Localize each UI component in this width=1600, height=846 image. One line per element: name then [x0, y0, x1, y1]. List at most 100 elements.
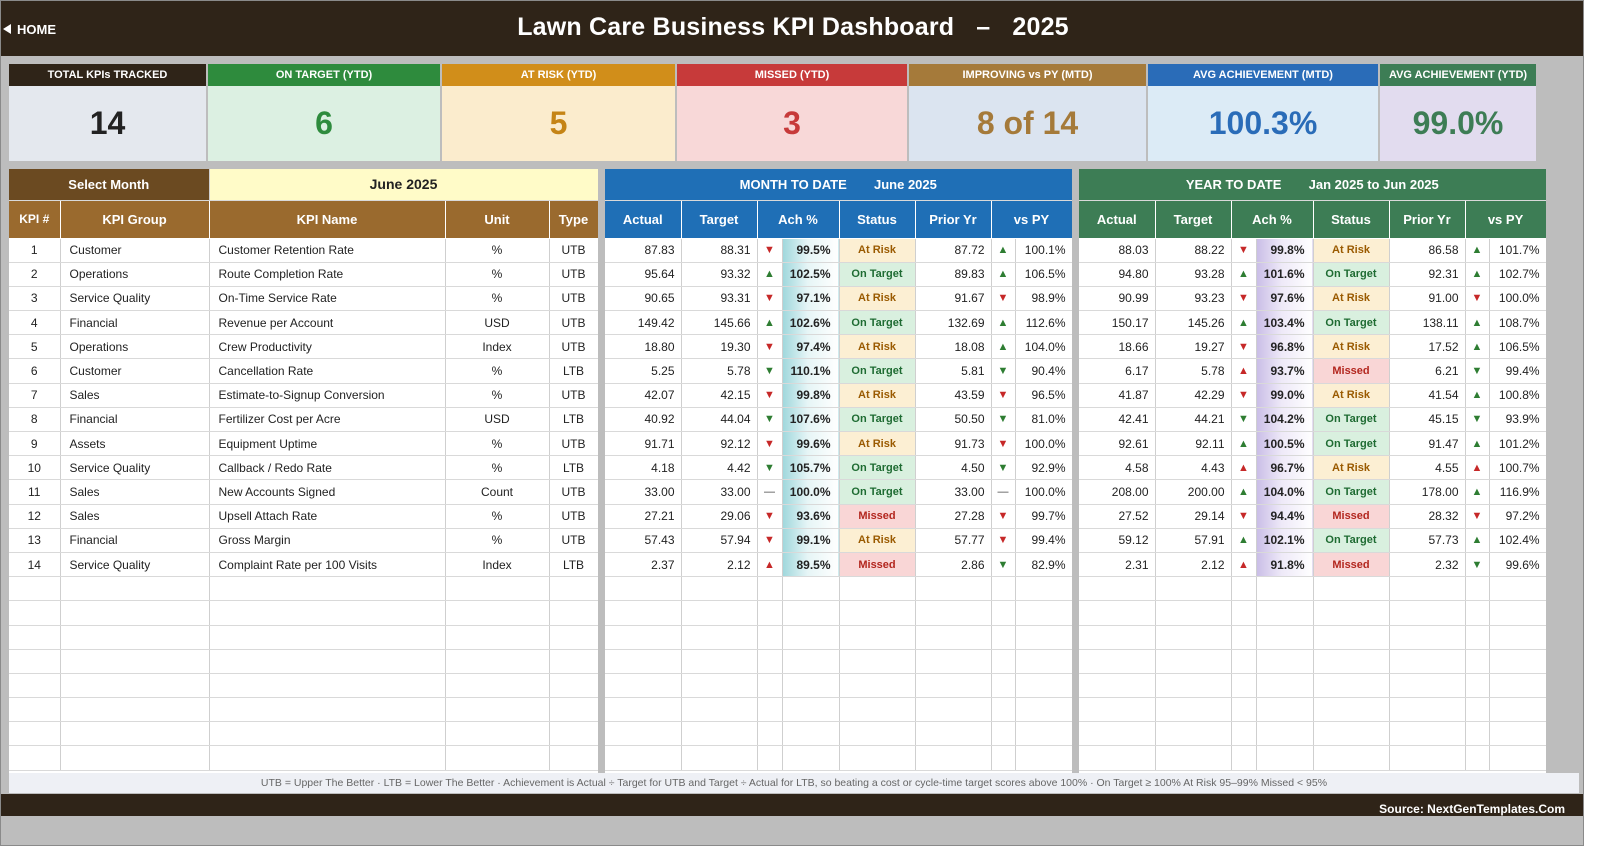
empty-cell [1256, 625, 1314, 650]
achievement-percent: 103.4% [1256, 310, 1314, 336]
trend-arrow-icon: ▼ [757, 455, 783, 481]
empty-cell [991, 649, 1016, 674]
vs-prior-year: 82.9% [1015, 552, 1072, 578]
month-selector[interactable]: June 2025 [209, 169, 598, 201]
empty-cell [782, 600, 840, 626]
vs-prior-year: 102.7% [1489, 262, 1546, 287]
empty-cell [991, 576, 1016, 602]
kpi-number: 8 [9, 407, 61, 433]
empty-row [605, 721, 1072, 747]
empty-row [9, 625, 598, 650]
target-value: 29.06 [681, 504, 758, 529]
empty-cell [757, 697, 783, 723]
prior-year-value: 33.00 [915, 479, 992, 505]
target-value: 88.22 [1155, 238, 1232, 263]
empty-cell [1389, 600, 1466, 626]
trend-arrow-icon: ▼ [991, 528, 1016, 553]
actual-value: 42.41 [1079, 407, 1156, 433]
empty-cell [1155, 673, 1232, 699]
column-header: Ach % [757, 200, 840, 239]
trend-arrow-icon: ▼ [1231, 407, 1257, 433]
kpi-group: Sales [60, 479, 210, 505]
empty-cell [549, 600, 598, 626]
trend-arrow-icon: ▲ [1231, 431, 1257, 457]
trend-arrow-icon: ▼ [991, 504, 1016, 529]
kpi-type: UTB [549, 383, 598, 408]
vs-prior-year: 106.5% [1015, 262, 1072, 287]
empty-cell [445, 697, 550, 723]
empty-cell [1256, 576, 1314, 602]
empty-cell [60, 697, 210, 723]
achievement-percent: 99.8% [782, 383, 840, 408]
kpi-group: Customer [60, 238, 210, 263]
column-header: Prior Yr [915, 200, 992, 239]
vs-prior-year: 100.0% [1015, 431, 1072, 457]
prior-year-value: 6.21 [1389, 358, 1466, 384]
empty-cell [209, 697, 446, 723]
empty-cell [549, 673, 598, 699]
kpi-group: Financial [60, 310, 210, 336]
empty-cell [209, 625, 446, 650]
empty-cell [681, 600, 758, 626]
empty-cell [445, 649, 550, 674]
actual-value: 6.17 [1079, 358, 1156, 384]
empty-cell [681, 697, 758, 723]
empty-cell [549, 625, 598, 650]
prior-year-value: 50.50 [915, 407, 992, 433]
achievement-percent: 91.8% [1256, 552, 1314, 578]
target-value: 93.31 [681, 286, 758, 312]
kpi-row: 3 Service Quality On-Time Service Rate% UTB [9, 286, 598, 312]
achievement-percent: 102.5% [782, 262, 840, 287]
empty-cell [681, 649, 758, 674]
empty-row [9, 745, 598, 771]
kpi-group: Customer [60, 358, 210, 384]
mtd-banner-period: June 2025 [874, 176, 937, 192]
kpi-number: 12 [9, 504, 61, 529]
kpi-group: Sales [60, 383, 210, 408]
trend-arrow-icon: ▼ [757, 407, 783, 433]
column-header: KPI # [9, 200, 61, 239]
empty-cell [991, 721, 1016, 747]
empty-cell [1389, 697, 1466, 723]
status-badge: Missed [839, 552, 916, 578]
actual-value: 90.99 [1079, 286, 1156, 312]
empty-row [9, 600, 598, 626]
mtd-row: 4.18 4.42 ▼ 105.7% On Target 4.50 ▼ 92.9% [605, 455, 1072, 481]
home-button[interactable]: HOME [3, 20, 56, 38]
empty-cell [1079, 721, 1156, 747]
trend-arrow-icon: ▲ [991, 334, 1016, 360]
empty-cell [209, 600, 446, 626]
trend-arrow-icon: ▲ [1465, 479, 1490, 505]
vs-prior-year: 81.0% [1015, 407, 1072, 433]
empty-row [1079, 576, 1546, 602]
empty-row [9, 697, 598, 723]
target-value: 200.00 [1155, 479, 1232, 505]
prior-year-value: 41.54 [1389, 383, 1466, 408]
title-bar: HOME Lawn Care Business KPI Dashboard –20… [1, 1, 1583, 56]
empty-row [605, 673, 1072, 699]
trend-arrow-icon: ▼ [1231, 334, 1257, 360]
prior-year-value: 57.77 [915, 528, 992, 553]
prior-year-value: 132.69 [915, 310, 992, 336]
kpi-row: 14 Service Quality Complaint Rate per 100 … [9, 552, 598, 578]
kpi-card-label: AVG ACHIEVEMENT (MTD) [1148, 64, 1378, 86]
column-header: Target [1155, 200, 1232, 239]
achievement-percent: 100.5% [1256, 431, 1314, 457]
kpi-type: LTB [549, 552, 598, 578]
vs-prior-year: 100.1% [1015, 238, 1072, 263]
target-value: 92.12 [681, 431, 758, 457]
vs-prior-year: 92.9% [1015, 455, 1072, 481]
kpi-card: AVG ACHIEVEMENT (YTD) 99.0% [1380, 64, 1536, 161]
trend-arrow-icon: ▼ [1465, 286, 1490, 312]
mtd-row: 95.64 93.32 ▲ 102.5% On Target 89.83 ▲ 106.5% [605, 262, 1072, 287]
mtd-row: 2.37 2.12 ▲ 89.5% Missed 2.86 ▼ 82.9% [605, 552, 1072, 578]
kpi-number: 14 [9, 552, 61, 578]
empty-cell [9, 649, 61, 674]
trend-arrow-icon: ▲ [1231, 358, 1257, 384]
empty-cell [1079, 697, 1156, 723]
prior-year-value: 91.00 [1389, 286, 1466, 312]
ytd-row: 42.41 44.21 ▼ 104.2% On Target 45.15 ▼ 93.9% [1079, 407, 1546, 433]
empty-cell [915, 576, 992, 602]
kpi-card: MISSED (YTD) 3 [677, 64, 907, 161]
kpi-row: 13 Financial Gross Margin% UTB [9, 528, 598, 553]
